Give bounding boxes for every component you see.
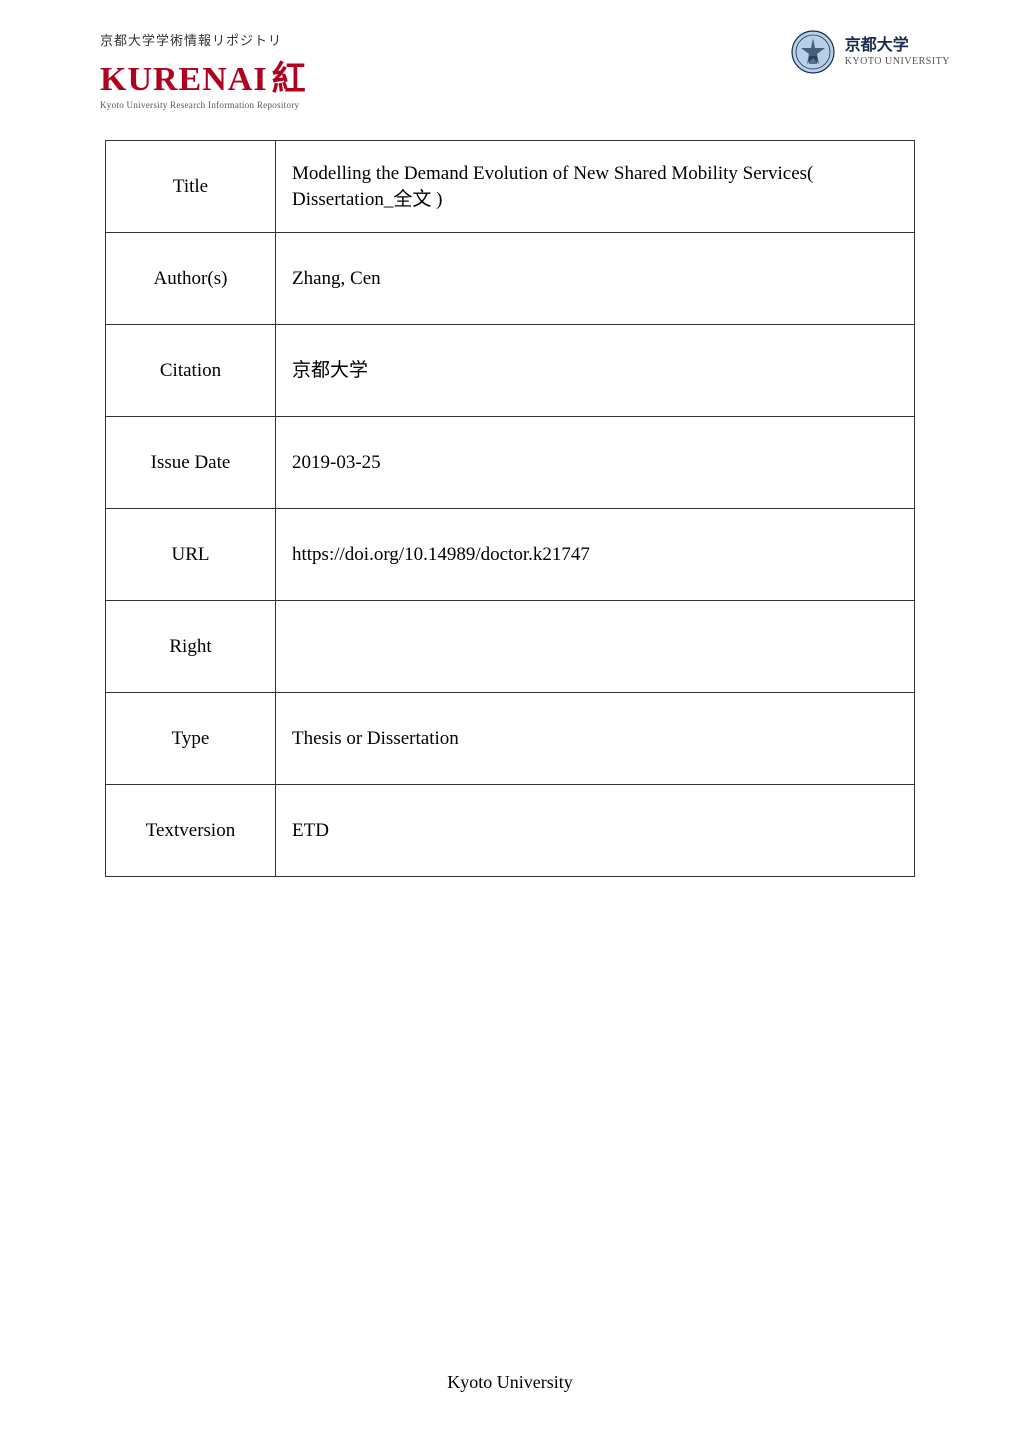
kurenai-text: KURENAI [100,61,268,99]
metadata-label: Author(s) [106,233,276,325]
table-row: Title Modelling the Demand Evolution of … [106,141,915,233]
kurenai-logo: 京都大学学術情報リポジトリ KURENAI 紅 Kyoto University… [100,30,306,110]
table-row: Type Thesis or Dissertation [106,693,915,785]
metadata-table: Title Modelling the Demand Evolution of … [105,140,915,877]
table-row: URL https://doi.org/10.14989/doctor.k217… [106,509,915,601]
metadata-label: Type [106,693,276,785]
metadata-label: Textversion [106,785,276,877]
kurenai-wordmark: KURENAI 紅 [100,51,306,100]
metadata-value: ETD [276,785,915,877]
university-crest-icon [791,30,835,74]
page-header: 京都大学学術情報リポジトリ KURENAI 紅 Kyoto University… [0,0,1020,130]
kurenai-kanji: 紅 [272,51,306,100]
metadata-value [276,601,915,693]
metadata-label: Right [106,601,276,693]
university-name-block: 京都大学 KYOTO UNIVERSITY [845,36,950,67]
table-row: Citation 京都大学 [106,325,915,417]
table-row: Right [106,601,915,693]
metadata-label: URL [106,509,276,601]
metadata-value: https://doi.org/10.14989/doctor.k21747 [276,509,915,601]
university-name-jp: 京都大学 [845,36,950,55]
table-row: Textversion ETD [106,785,915,877]
metadata-label: Title [106,141,276,233]
metadata-value: 2019-03-25 [276,417,915,509]
metadata-table-body: Title Modelling the Demand Evolution of … [106,141,915,877]
table-row: Author(s) Zhang, Cen [106,233,915,325]
metadata-label: Issue Date [106,417,276,509]
metadata-label: Citation [106,325,276,417]
page-footer: Kyoto University [0,1372,1020,1393]
metadata-value: 京都大学 [276,325,915,417]
kurenai-jp-label: 京都大学学術情報リポジトリ [100,30,282,49]
metadata-value: Modelling the Demand Evolution of New Sh… [276,141,915,233]
metadata-value: Thesis or Dissertation [276,693,915,785]
kyoto-university-logo: 京都大学 KYOTO UNIVERSITY [791,30,950,74]
kurenai-subtitle: Kyoto University Research Information Re… [100,100,299,110]
metadata-value: Zhang, Cen [276,233,915,325]
university-name-en: KYOTO UNIVERSITY [845,56,950,68]
table-row: Issue Date 2019-03-25 [106,417,915,509]
